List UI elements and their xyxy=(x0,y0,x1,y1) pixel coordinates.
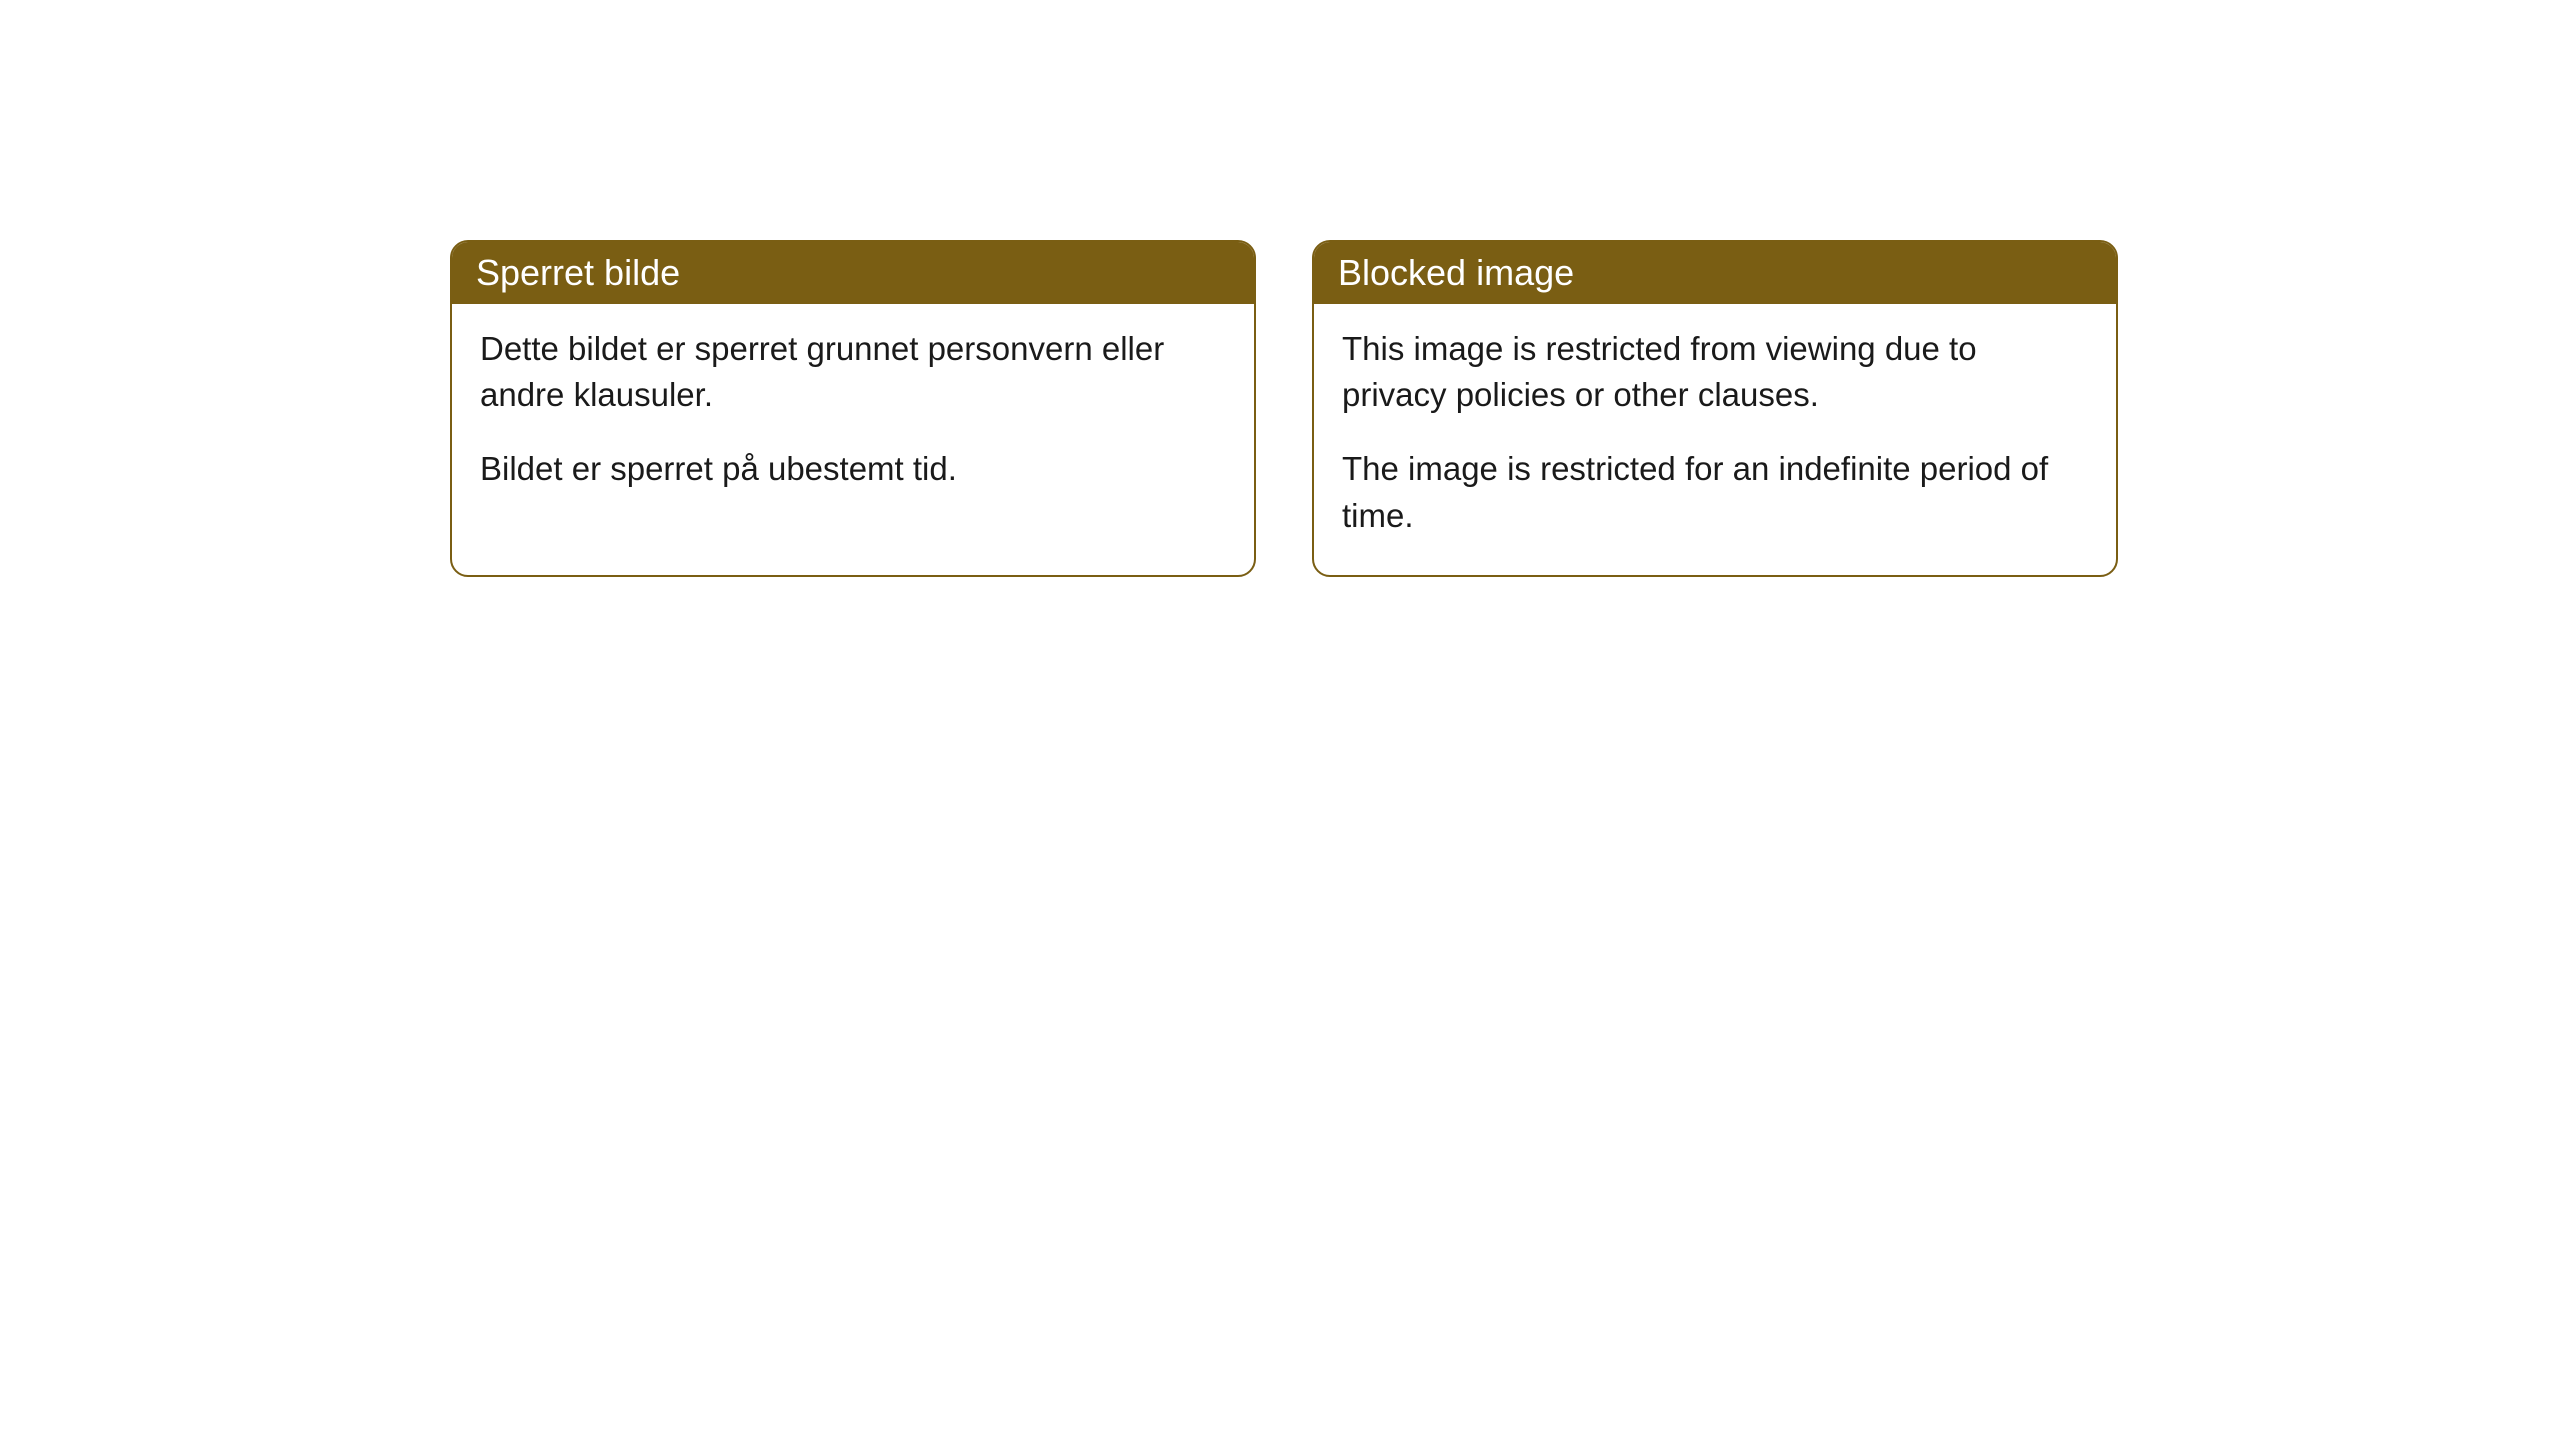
card-paragraph-2-no: Bildet er sperret på ubestemt tid. xyxy=(480,446,1226,492)
blocked-image-card-no: Sperret bilde Dette bildet er sperret gr… xyxy=(450,240,1256,577)
notice-cards-container: Sperret bilde Dette bildet er sperret gr… xyxy=(450,240,2118,577)
card-paragraph-1-en: This image is restricted from viewing du… xyxy=(1342,326,2088,418)
card-paragraph-2-en: The image is restricted for an indefinit… xyxy=(1342,446,2088,538)
card-header-en: Blocked image xyxy=(1314,242,2116,304)
card-title-no: Sperret bilde xyxy=(476,252,680,293)
card-header-no: Sperret bilde xyxy=(452,242,1254,304)
blocked-image-card-en: Blocked image This image is restricted f… xyxy=(1312,240,2118,577)
card-title-en: Blocked image xyxy=(1338,252,1574,293)
card-paragraph-1-no: Dette bildet er sperret grunnet personve… xyxy=(480,326,1226,418)
card-body-no: Dette bildet er sperret grunnet personve… xyxy=(452,304,1254,529)
card-body-en: This image is restricted from viewing du… xyxy=(1314,304,2116,575)
